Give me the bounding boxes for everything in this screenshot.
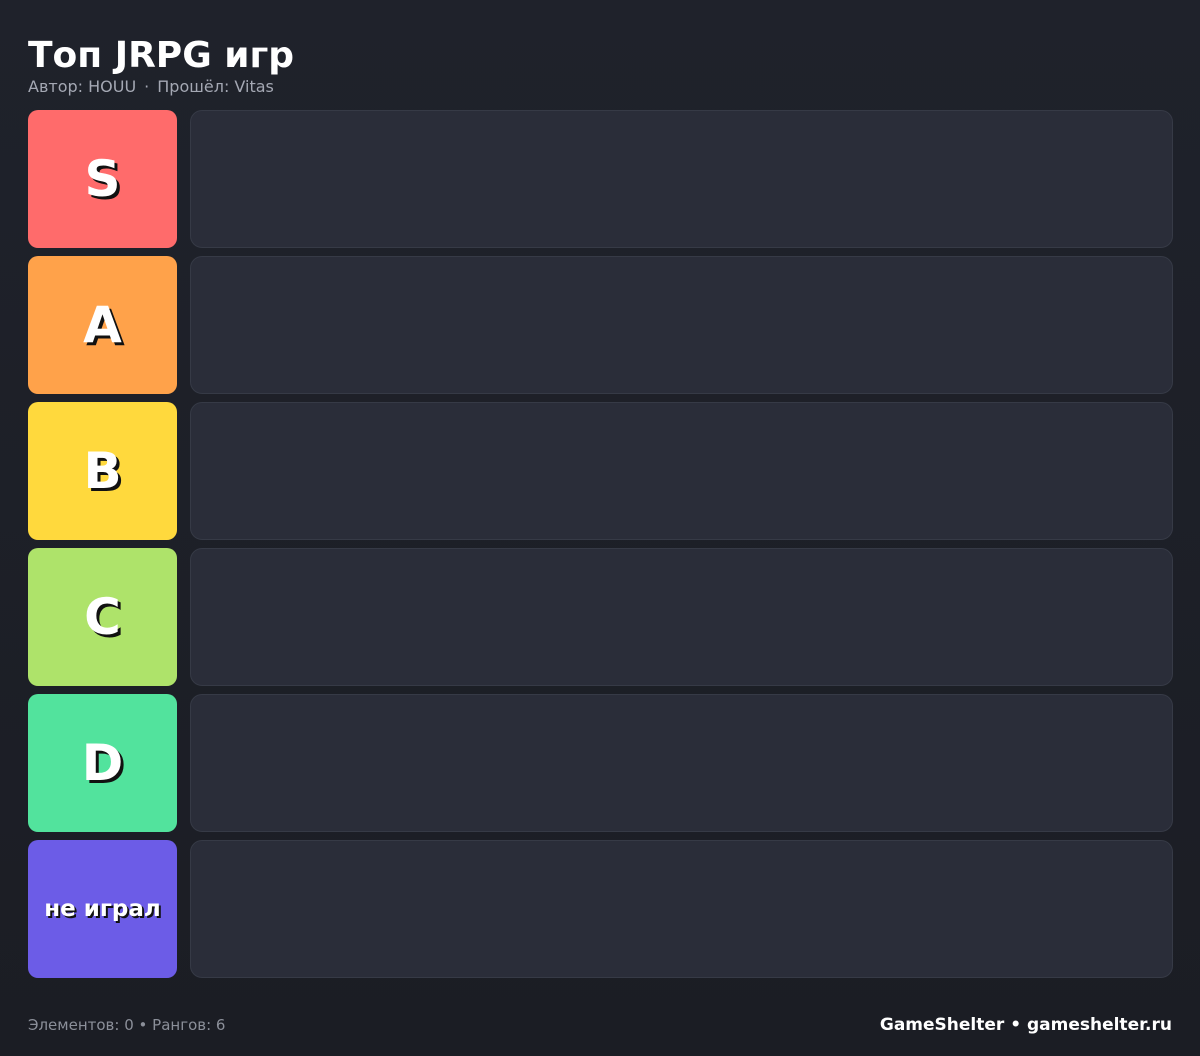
tier-label: D <box>28 694 177 832</box>
tier-drop-zone[interactable] <box>190 256 1173 394</box>
tier-row: D <box>28 694 1173 832</box>
tier-row: S <box>28 110 1173 248</box>
author: Автор: HOUU <box>28 77 137 96</box>
tier-label: B <box>28 402 177 540</box>
footer-brand[interactable]: GameShelter • gameshelter.ru <box>879 1015 1172 1035</box>
tier-row: B <box>28 402 1173 540</box>
separator: · <box>144 77 150 96</box>
tier-drop-zone[interactable] <box>190 402 1173 540</box>
tier-label: S <box>28 110 177 248</box>
tier-row: A <box>28 256 1173 394</box>
title: Топ JRPG игр <box>28 35 295 76</box>
tier-label: не играл <box>28 840 177 978</box>
tier-label: C <box>28 548 177 686</box>
tier-drop-zone[interactable] <box>190 548 1173 686</box>
subtitle: Автор: HOUU · Прошёл: Vitas <box>28 76 282 98</box>
tier-row: C <box>28 548 1173 686</box>
tier-label: A <box>28 256 177 394</box>
footer-stats: Элементов: 0 • Рангов: 6 <box>28 1016 226 1034</box>
tier-drop-zone[interactable] <box>190 110 1173 248</box>
tier-drop-zone[interactable] <box>190 694 1173 832</box>
tier-drop-zone[interactable] <box>190 840 1173 978</box>
tier-row: не играл <box>28 840 1173 978</box>
completed-by: Прошёл: Vitas <box>157 77 274 96</box>
